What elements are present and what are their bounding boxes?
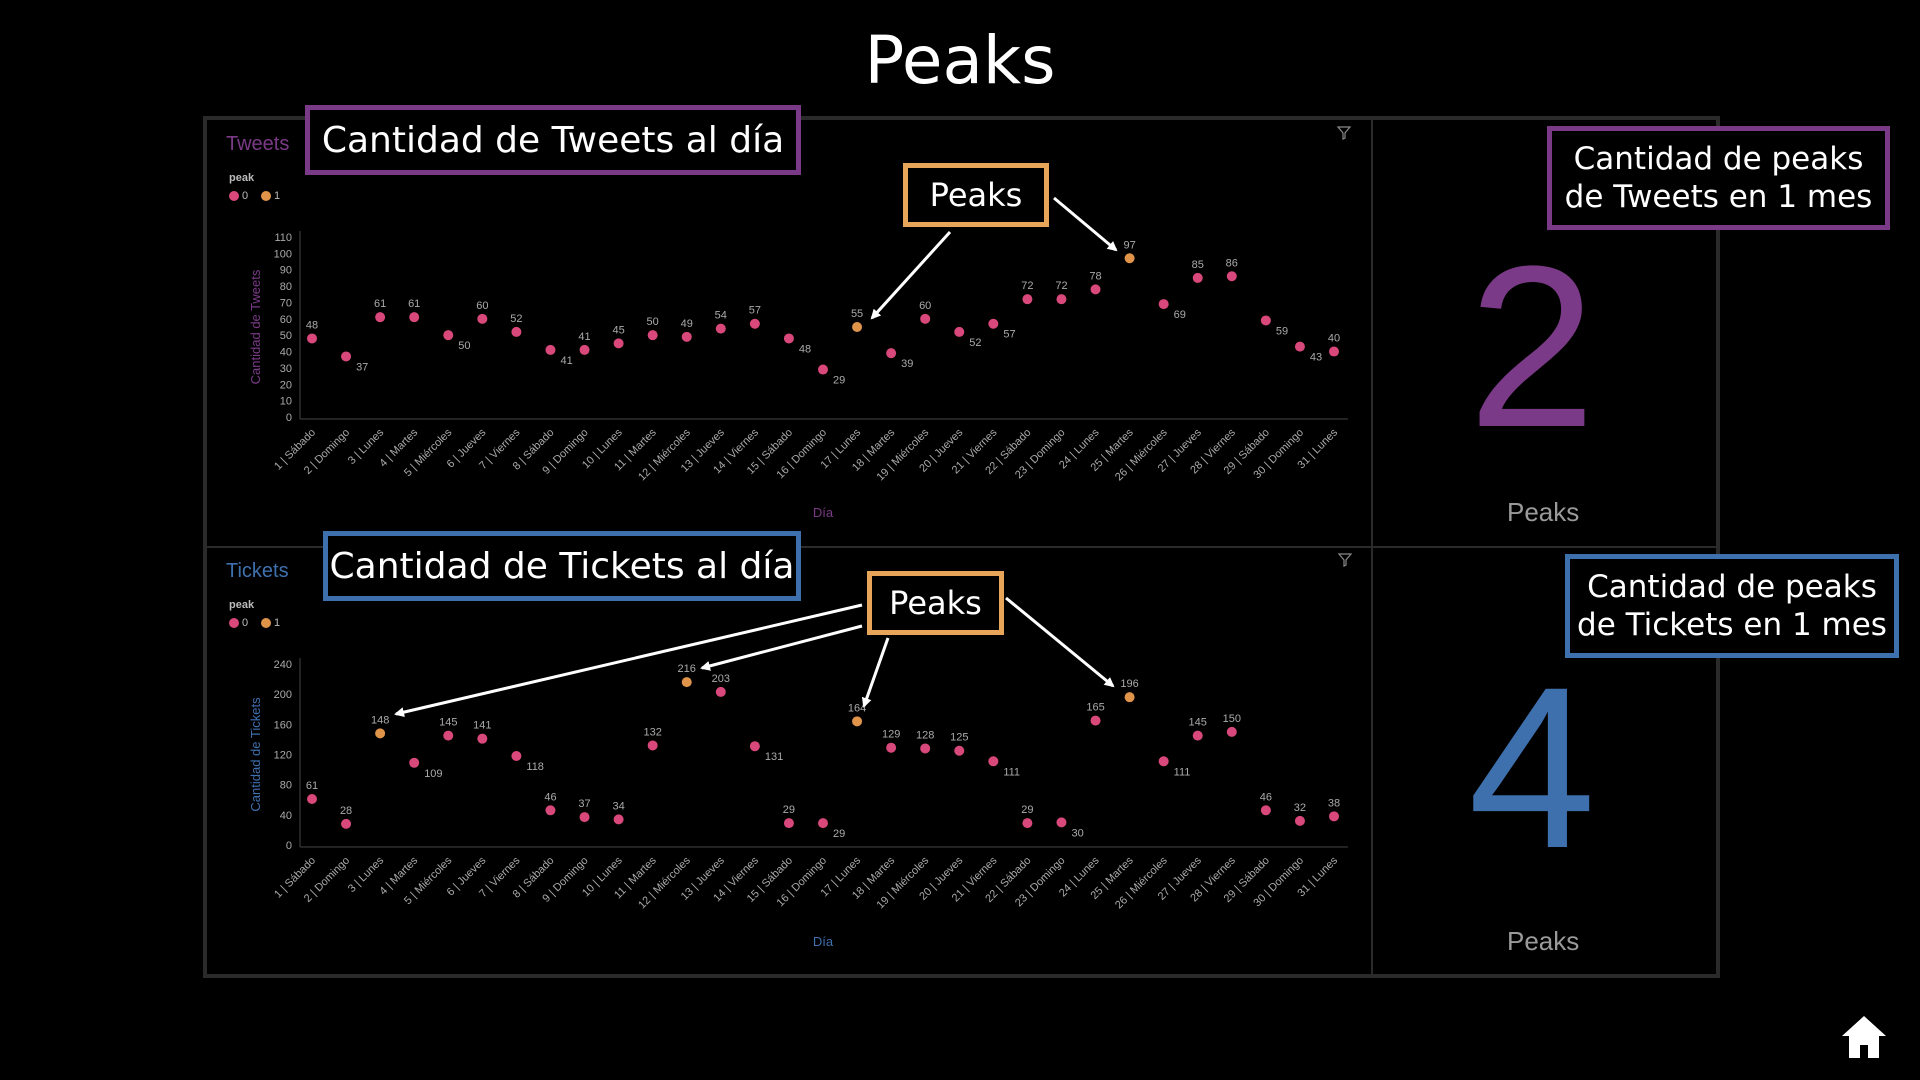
tweets-peaks-callout-text: Peaks [929,176,1023,214]
tickets-legend-title: peak [229,599,255,611]
tweets-peaks-label: Peaks [1507,497,1580,527]
horizontal-divider [207,546,1716,548]
home-icon[interactable] [1840,1014,1888,1060]
tickets-legend-item-1[interactable]: 1 [261,617,280,629]
tickets-legend-item-0[interactable]: 0 [229,617,248,629]
legend-dot-peak [261,191,271,201]
legend-label-0: 0 [242,617,249,629]
legend-dot-peak [261,618,271,628]
tweets-kpi-callout-line1: Cantidad de peaks [1573,141,1864,177]
tickets-peaks-count: 4 [1468,639,1596,896]
tweets-legend-item-0[interactable]: 0 [229,190,248,202]
tickets-kpi-callout-line1: Cantidad de peaks [1587,569,1877,605]
tweets-title-callout: Cantidad de Tweets al día [305,105,801,175]
legend-label-0: 0 [242,190,249,202]
tweets-legend-item-1[interactable]: 1 [261,190,280,202]
legend-dot-normal [229,618,239,628]
tweets-title-callout-text: Cantidad de Tweets al día [321,119,785,161]
filter-icon[interactable] [1338,553,1352,567]
vertical-divider [1371,120,1373,974]
tweets-kpi-callout-line2: de Tweets en 1 mes [1564,179,1873,215]
tickets-peaks-callout: Peaks [867,571,1004,635]
filter-icon[interactable] [1337,126,1351,140]
legend-dot-normal [229,191,239,201]
tickets-peaks-callout-text: Peaks [889,584,982,622]
tickets-title-callout: Cantidad de Tickets al día [323,531,801,601]
tweets-kpi-callout: Cantidad de peaks de Tweets en 1 mes [1547,126,1890,230]
tweets-peaks-count: 2 [1468,218,1596,475]
tweets-legend-title: peak [229,172,255,184]
legend-label-1: 1 [274,617,281,629]
tweets-peaks-callout: Peaks [903,163,1049,227]
legend-label-1: 1 [274,190,281,202]
tickets-kpi-callout-line2: de Tickets en 1 mes [1577,607,1887,643]
tickets-title-callout-text: Cantidad de Tickets al día [329,545,795,587]
tickets-peaks-label: Peaks [1507,926,1580,956]
tickets-chart-title: Tickets [226,560,289,582]
page-title: Peaks [864,22,1056,99]
tweets-chart-title: Tweets [226,133,290,155]
tickets-kpi-callout: Cantidad de peaks de Tickets en 1 mes [1565,554,1899,658]
